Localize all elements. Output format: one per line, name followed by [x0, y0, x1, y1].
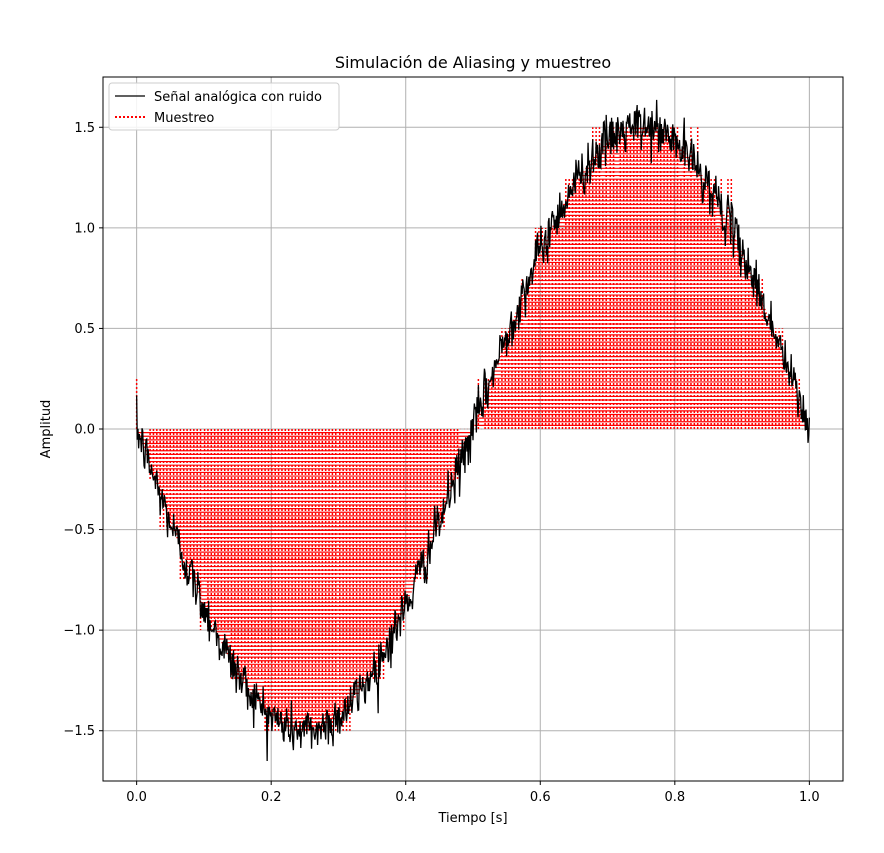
y-tick-label: 0.0 [74, 423, 95, 438]
y-tick-label: −1.0 [63, 624, 95, 639]
y-tick-label: 1.5 [74, 121, 95, 136]
x-tick-label: 0.6 [530, 790, 551, 805]
x-tick-label: 0.4 [395, 790, 416, 805]
x-tick-label: 1.0 [799, 790, 820, 805]
x-tick-label: 0.8 [664, 790, 685, 805]
y-tick-label: 1.0 [74, 221, 95, 236]
analog-signal-series [135, 99, 811, 761]
legend-signal-label: Señal analógica con ruido [154, 90, 322, 105]
axis-ticks: 0.0 0.2 0.4 0.6 0.8 1.0 −1.5 −1.0 −0.5 0.0 0.5 1.0 1… [63, 121, 819, 805]
y-tick-label: 0.5 [74, 322, 95, 337]
y-tick-label: −1.5 [63, 724, 95, 739]
legend-sampling-label: Muestreo [154, 111, 214, 126]
legend-box [108, 82, 340, 131]
chart-title: Simulación de Aliasing y muestreo [335, 53, 611, 72]
signal-line [135, 99, 811, 761]
x-axis-label: Tiempo [s] [437, 811, 507, 826]
y-tick-label: −0.5 [63, 523, 95, 538]
legend: Señal analógica con ruido Muestreo [108, 82, 340, 131]
y-axis-label: Amplitud [39, 400, 54, 459]
x-tick-label: 0.0 [126, 790, 147, 805]
x-tick-label: 0.2 [261, 790, 282, 805]
